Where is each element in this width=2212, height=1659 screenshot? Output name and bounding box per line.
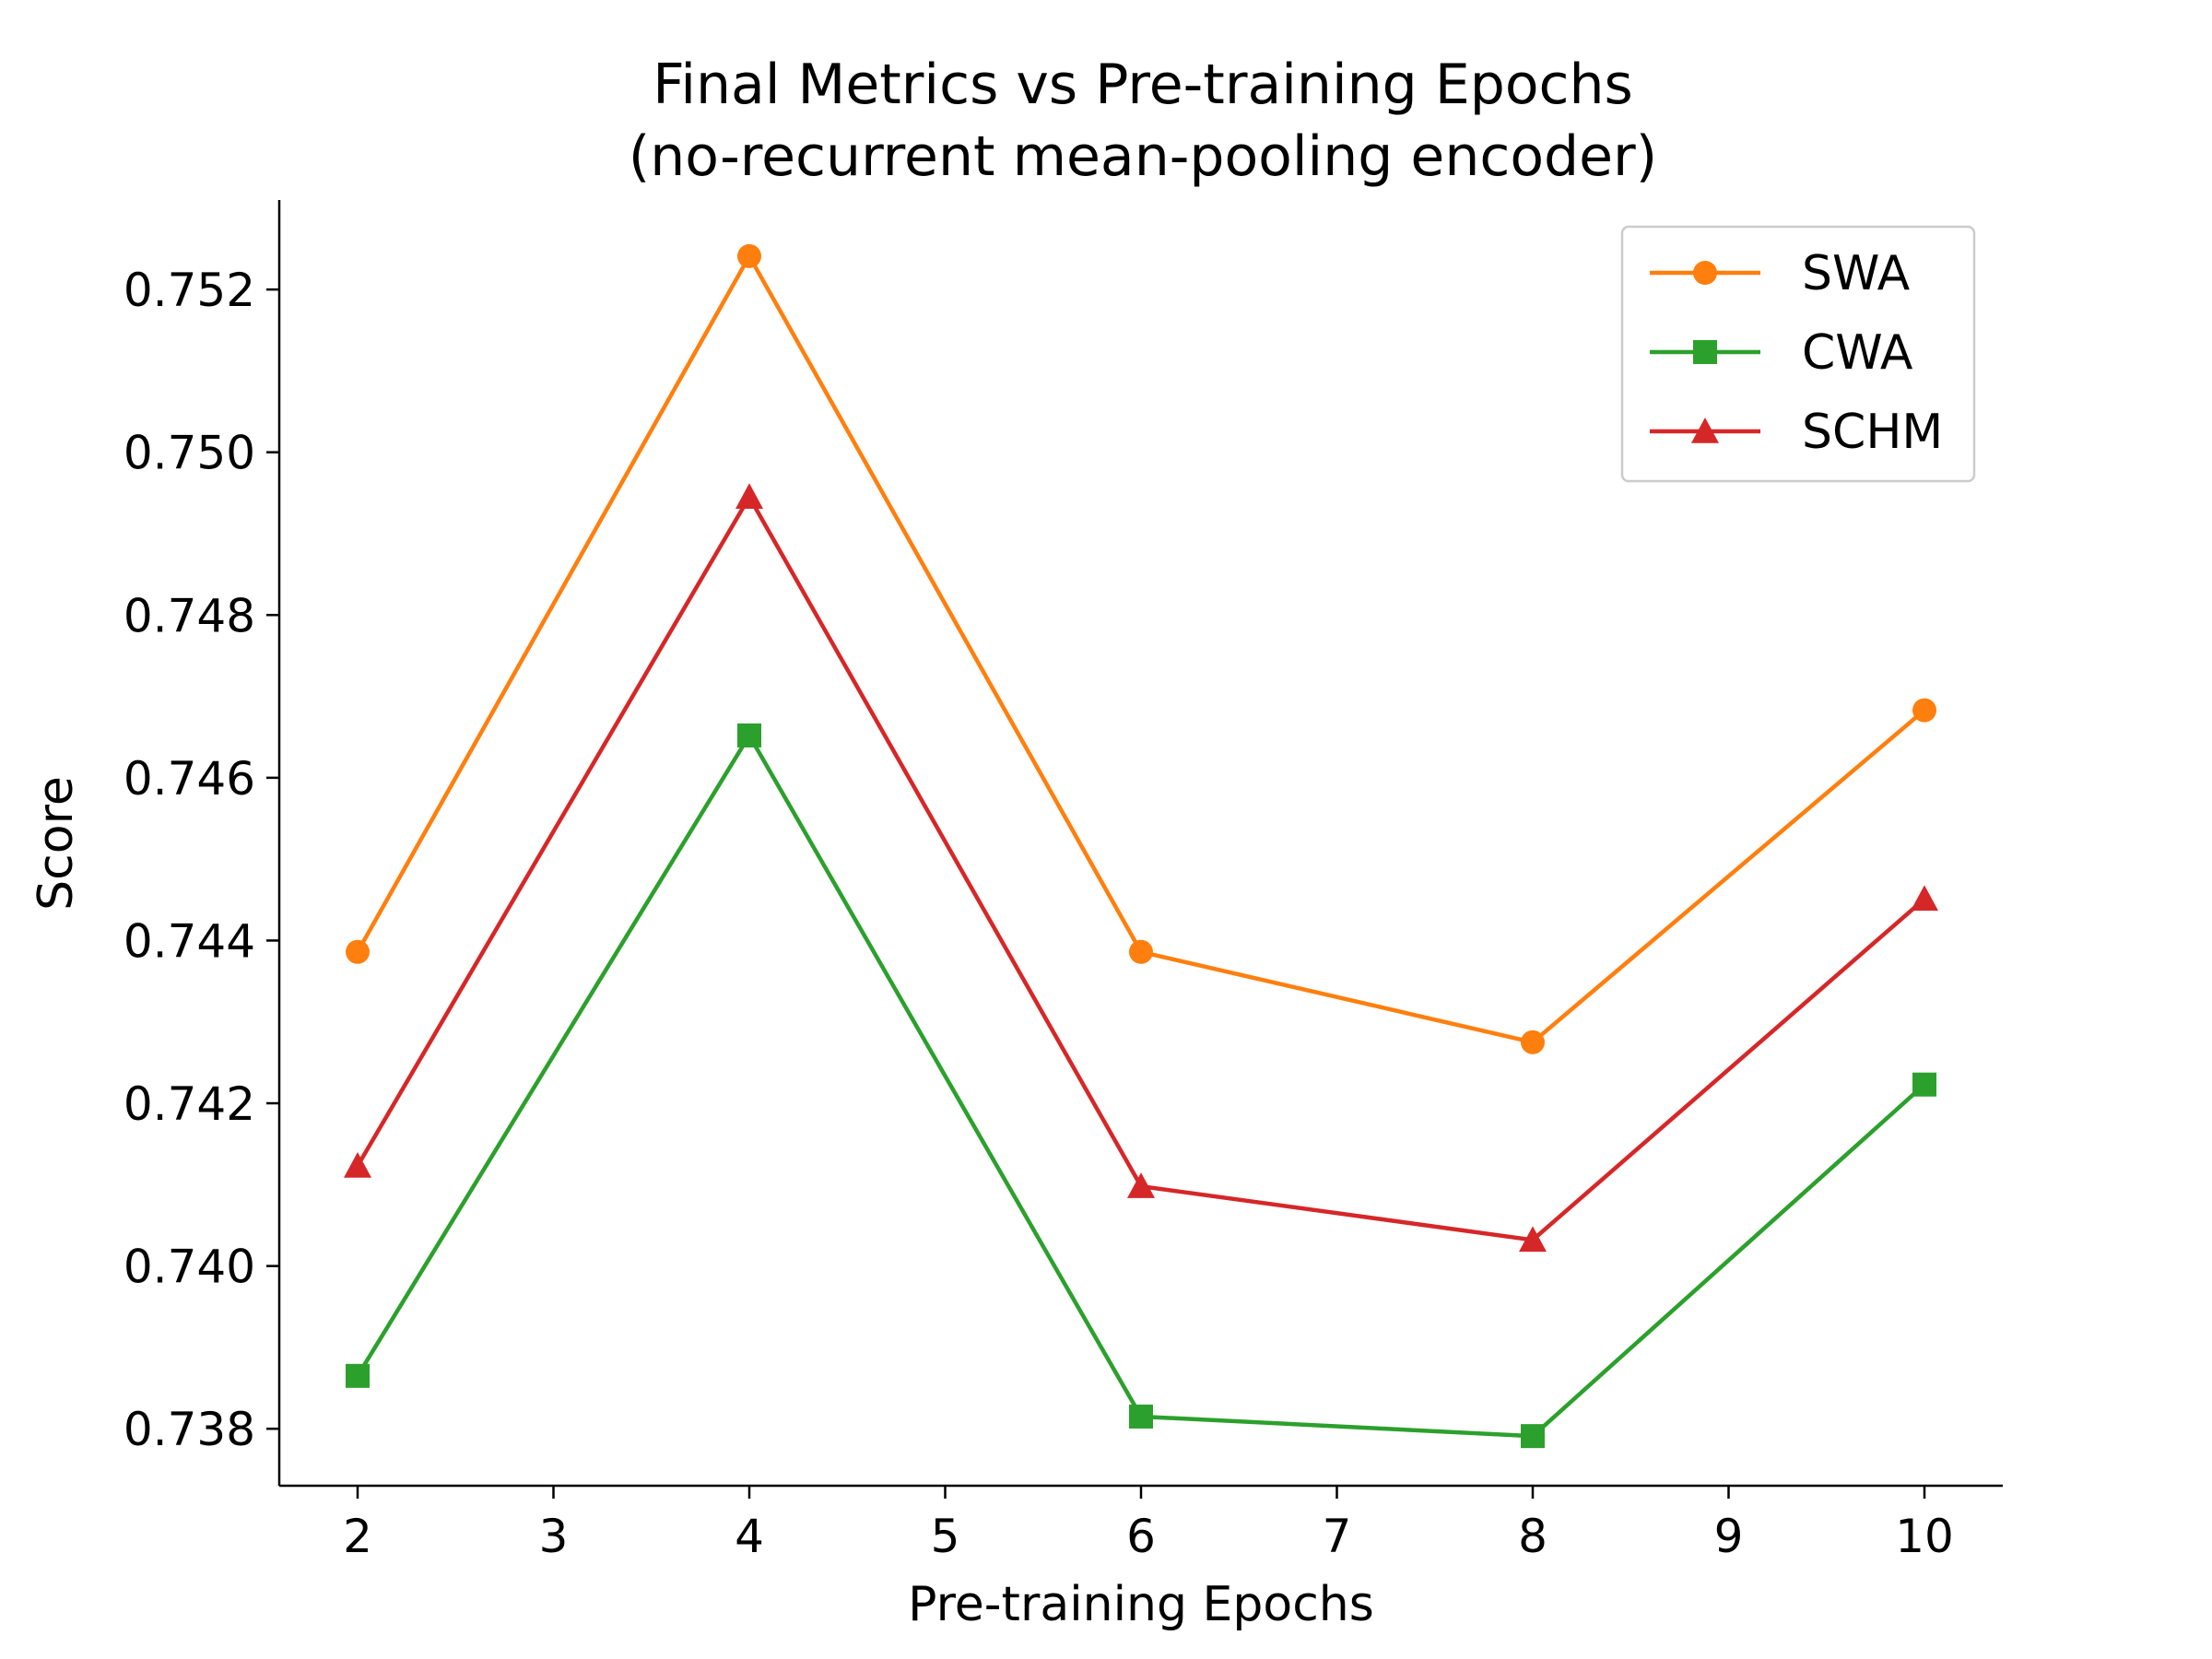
- chart-title: Final Metrics vs Pre-training Epochs: [653, 53, 1633, 117]
- legend-frame: [1620, 225, 1976, 483]
- series-line-schm: [356, 495, 1926, 1242]
- x-tick-label: 5: [931, 1510, 960, 1563]
- data-point-swa: [346, 939, 370, 964]
- legend-marker-swa: [1693, 261, 1717, 285]
- data-point-cwa: [737, 723, 761, 747]
- y-tick-label: 0.742: [124, 1077, 255, 1131]
- legend-label-cwa: CWA: [1802, 325, 1913, 381]
- data-point-schm: [344, 1152, 371, 1178]
- y-tick-label: 0.740: [124, 1241, 255, 1294]
- data-point-schm: [1911, 885, 1938, 912]
- y-tick-label: 0.738: [124, 1403, 255, 1456]
- legend-label-swa: SWA: [1802, 246, 1911, 301]
- data-point-schm: [1519, 1226, 1547, 1253]
- x-tick-label: 3: [539, 1510, 569, 1563]
- data-point-swa: [1521, 1030, 1545, 1054]
- legend: SWA CWA SCHM: [1620, 225, 1976, 483]
- data-point-cwa: [1912, 1072, 1936, 1097]
- x-tick-label: 2: [343, 1510, 372, 1563]
- y-tick-label: 0.744: [124, 914, 255, 968]
- data-point-cwa: [346, 1363, 370, 1388]
- data-point-swa: [1912, 698, 1936, 723]
- y-tick-label: 0.752: [124, 264, 255, 317]
- y-tick-label: 0.746: [124, 752, 255, 806]
- series-line-cwa: [356, 733, 1926, 1439]
- x-tick-label: 8: [1518, 1510, 1547, 1563]
- y-tick-label: 0.748: [124, 589, 255, 642]
- data-point-schm: [735, 483, 763, 510]
- data-point-schm: [1127, 1172, 1155, 1198]
- chart-subtitle: (no-recurrent mean-pooling encoder): [629, 124, 1657, 189]
- plot-area: [344, 243, 1938, 1449]
- data-point-cwa: [1521, 1424, 1545, 1449]
- y-ticks: 0.738 0.740 0.742 0.744 0.746 0.748 0.750 0.752: [124, 264, 279, 1456]
- data-point-swa: [1129, 939, 1153, 964]
- x-axis-label: Pre-training Epochs: [908, 1577, 1374, 1632]
- data-point-cwa: [1129, 1404, 1153, 1429]
- data-point-swa: [737, 243, 761, 268]
- x-tick-label: 10: [1895, 1510, 1954, 1563]
- x-tick-label: 7: [1323, 1510, 1352, 1563]
- legend-marker-cwa: [1693, 340, 1717, 364]
- legend-label-schm: SCHM: [1802, 405, 1943, 460]
- y-axis-label: Score: [29, 776, 84, 911]
- x-tick-label: 4: [735, 1510, 764, 1563]
- x-tick-label: 9: [1714, 1510, 1744, 1563]
- x-tick-label: 6: [1126, 1510, 1156, 1563]
- legend-marker-schm: [1691, 418, 1719, 443]
- y-tick-label: 0.750: [124, 427, 255, 480]
- x-ticks: 2 3 4 5 6 7 8 9 10: [343, 1486, 1954, 1563]
